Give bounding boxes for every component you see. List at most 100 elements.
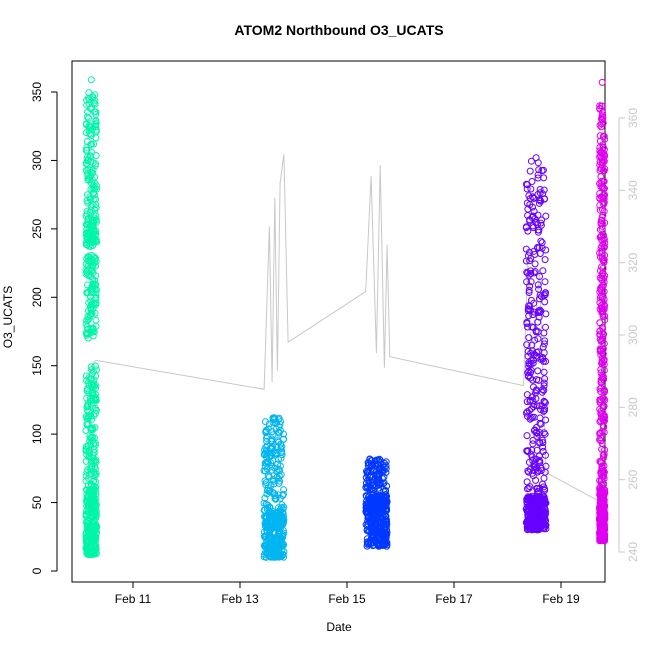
data-point xyxy=(541,510,549,518)
data-point xyxy=(599,467,607,475)
data-point xyxy=(597,369,605,377)
data-point xyxy=(83,545,91,553)
data-point xyxy=(540,195,548,203)
data-point xyxy=(276,462,284,470)
scatter-series-3 xyxy=(362,455,391,550)
data-point xyxy=(85,299,93,307)
data-point xyxy=(86,546,94,554)
data-point xyxy=(89,166,97,174)
data-point xyxy=(92,212,100,220)
data-point xyxy=(380,459,388,467)
data-point xyxy=(87,132,95,139)
data-point xyxy=(266,537,274,545)
data-point xyxy=(372,482,380,489)
data-point xyxy=(597,508,605,516)
data-point xyxy=(82,372,90,380)
data-point xyxy=(600,195,608,203)
data-point xyxy=(84,169,92,177)
data-point xyxy=(530,269,538,277)
data-point xyxy=(596,418,604,426)
data-point xyxy=(524,269,532,277)
data-point xyxy=(598,236,606,244)
data-point xyxy=(88,366,96,374)
data-point xyxy=(88,501,96,509)
data-point xyxy=(536,189,544,197)
data-point-max xyxy=(87,76,95,84)
data-point xyxy=(278,443,286,451)
data-point xyxy=(597,302,605,310)
data-point xyxy=(597,481,605,489)
data-point xyxy=(541,497,549,505)
data-point xyxy=(599,375,607,383)
data-point xyxy=(526,201,534,209)
data-point xyxy=(598,509,606,517)
data-point xyxy=(534,211,542,219)
data-point xyxy=(542,525,550,533)
data-point xyxy=(530,403,537,411)
data-point xyxy=(375,455,383,463)
data-point xyxy=(84,448,92,456)
data-point xyxy=(601,537,609,545)
data-point xyxy=(272,495,280,502)
data-point xyxy=(523,447,531,455)
data-point xyxy=(533,493,541,501)
data-point xyxy=(539,439,547,447)
data-point xyxy=(526,503,534,510)
data-point xyxy=(598,254,606,262)
data-point xyxy=(276,510,284,518)
data-point xyxy=(83,387,91,395)
data-point xyxy=(378,475,386,482)
data-point xyxy=(596,347,604,355)
data-point xyxy=(87,307,95,315)
data-point xyxy=(526,508,533,515)
data-point xyxy=(91,542,98,550)
data-point xyxy=(598,112,606,120)
data-point xyxy=(599,335,607,343)
y-tick-label: 350 xyxy=(30,82,44,102)
data-point xyxy=(542,212,550,220)
data-point xyxy=(525,520,533,528)
data-point xyxy=(600,496,608,504)
data-point xyxy=(524,227,532,235)
data-point xyxy=(90,434,98,442)
data-point xyxy=(264,542,272,550)
data-point xyxy=(383,482,391,490)
data-point xyxy=(370,465,378,473)
data-point xyxy=(525,289,533,296)
data-point xyxy=(523,320,531,327)
data-point xyxy=(531,524,539,532)
y-tick-label: 50 xyxy=(30,496,44,510)
data-point xyxy=(275,415,282,423)
data-point xyxy=(596,305,604,313)
data-point xyxy=(541,430,549,438)
data-point xyxy=(279,519,287,527)
x-axis-label: Date xyxy=(326,620,352,634)
data-point xyxy=(541,375,549,383)
data-point xyxy=(597,292,605,300)
y2-tick-label: 320 xyxy=(626,252,640,272)
data-point xyxy=(525,360,533,368)
data-point xyxy=(538,499,546,507)
data-point xyxy=(92,262,100,270)
data-point xyxy=(536,273,543,280)
data-point xyxy=(539,343,547,351)
data-point xyxy=(366,473,374,480)
data-point xyxy=(260,528,268,536)
data-point xyxy=(89,159,97,167)
data-point xyxy=(534,468,542,476)
data-point xyxy=(82,472,90,480)
data-point xyxy=(542,323,549,331)
data-point xyxy=(534,244,541,251)
data-point xyxy=(276,467,283,475)
data-point xyxy=(524,352,532,360)
data-point xyxy=(598,484,606,492)
data-point xyxy=(539,267,547,275)
data-point xyxy=(598,494,606,502)
data-point xyxy=(597,388,605,395)
data-point xyxy=(268,428,276,436)
x-tick-label: Feb 15 xyxy=(328,592,366,606)
data-point xyxy=(596,335,604,343)
data-point xyxy=(596,132,604,140)
data-point xyxy=(88,481,95,489)
data-point xyxy=(600,462,608,470)
